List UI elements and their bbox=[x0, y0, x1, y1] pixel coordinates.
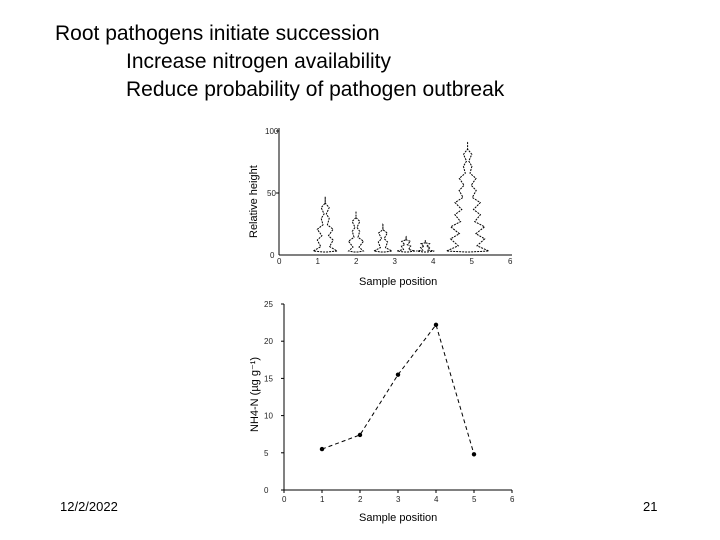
nh4-series-points bbox=[319, 322, 477, 457]
tree-silhouette bbox=[446, 141, 490, 253]
tree-silhouette bbox=[416, 240, 435, 253]
top-x-ticklabel: 4 bbox=[431, 257, 436, 266]
nh4-data-point bbox=[433, 322, 439, 328]
bottom-y-ticklabel: 20 bbox=[264, 337, 273, 346]
bottom-x-axis-label: Sample position bbox=[359, 512, 437, 524]
bottom-y-ticklabel: 0 bbox=[264, 486, 269, 495]
top-x-ticklabel: 1 bbox=[316, 257, 321, 266]
bottom-x-ticklabel: 3 bbox=[396, 495, 401, 504]
bottom-x-ticks: 0 1 2 3 4 5 6 bbox=[282, 490, 515, 504]
slide-title: Root pathogens initiate succession bbox=[55, 22, 380, 45]
nh4-line-chart: 0 5 10 15 20 25 0 1 2 3 4 5 6 NH4-N (µg g⁻¹) Sample… bbox=[249, 300, 515, 524]
top-x-ticklabels: 0 1 2 3 4 5 6 bbox=[277, 257, 513, 266]
slide-title-block: Root pathogens initiate succession Incre… bbox=[55, 20, 504, 104]
nh4-series-line bbox=[321, 323, 475, 455]
nh4-data-point bbox=[471, 452, 477, 457]
bottom-y-ticklabel: 10 bbox=[264, 412, 273, 421]
tree-height-chart: 100 50 0 0 1 2 3 4 5 6 Relative height Sample … bbox=[248, 127, 513, 288]
top-x-ticklabel: 6 bbox=[508, 257, 513, 266]
tree-silhouette bbox=[396, 235, 416, 253]
nh4-data-point bbox=[395, 372, 401, 377]
bottom-x-ticklabel: 0 bbox=[282, 495, 287, 504]
bottom-x-ticklabel: 5 bbox=[472, 495, 477, 504]
tree-silhouette bbox=[372, 223, 394, 253]
top-x-ticklabel: 5 bbox=[470, 257, 475, 266]
top-y-axis-label: Relative height bbox=[248, 165, 260, 238]
bullet-2: Reduce probability of pathogen outbreak bbox=[126, 78, 505, 101]
nh4-data-point bbox=[357, 432, 363, 438]
footer-date: 12/2/2022 bbox=[60, 499, 118, 514]
bottom-y-ticks: 0 5 10 15 20 25 bbox=[264, 300, 284, 495]
bottom-x-ticklabel: 1 bbox=[320, 495, 325, 504]
top-y-ticklabel-50: 50 bbox=[267, 189, 276, 198]
tree-silhouette bbox=[311, 196, 339, 253]
bottom-x-ticklabel: 2 bbox=[358, 495, 363, 504]
bottom-y-ticklabel: 15 bbox=[264, 374, 273, 383]
bullet-1: Increase nitrogen availability bbox=[126, 50, 391, 73]
bottom-y-ticklabel: 25 bbox=[264, 300, 273, 309]
bottom-x-ticklabel: 4 bbox=[434, 495, 439, 504]
top-y-ticklabel-0: 0 bbox=[270, 251, 275, 260]
tree-silhouettes bbox=[311, 141, 490, 253]
top-y-ticklabel-100: 100 bbox=[265, 127, 279, 136]
bottom-y-axis-label-text: NH4-N (µg g⁻¹) bbox=[249, 357, 261, 432]
footer-page-number: 21 bbox=[643, 499, 658, 514]
bottom-x-ticklabel: 6 bbox=[510, 495, 515, 504]
bottom-y-ticklabel: 5 bbox=[264, 449, 269, 458]
top-x-ticklabel: 0 bbox=[277, 257, 282, 266]
tree-silhouette bbox=[347, 211, 365, 253]
bottom-y-axis-label: NH4-N (µg g⁻¹) bbox=[249, 357, 261, 432]
top-x-axis-label: Sample position bbox=[359, 276, 437, 288]
nh4-data-point bbox=[319, 446, 325, 452]
top-x-ticklabel: 3 bbox=[393, 257, 398, 266]
top-x-ticklabel: 2 bbox=[354, 257, 359, 266]
